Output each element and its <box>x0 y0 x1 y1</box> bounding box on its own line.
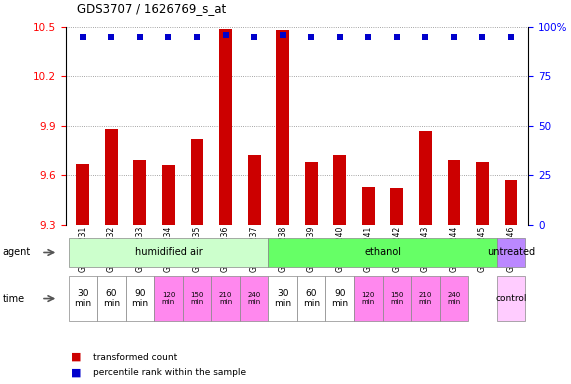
Text: humidified air: humidified air <box>135 247 202 258</box>
Point <box>421 34 430 40</box>
Text: 210
min: 210 min <box>419 292 432 305</box>
Bar <box>219 28 232 225</box>
Text: untreated: untreated <box>487 247 535 258</box>
Text: 210
min: 210 min <box>219 292 232 305</box>
Text: control: control <box>495 294 527 303</box>
Point <box>506 34 516 40</box>
Bar <box>305 162 317 225</box>
Bar <box>77 164 89 225</box>
Text: 150
min: 150 min <box>390 292 404 305</box>
Text: 120
min: 120 min <box>162 292 175 305</box>
Text: 60
min: 60 min <box>103 289 120 308</box>
Bar <box>276 30 289 225</box>
Bar <box>448 161 460 225</box>
Text: 240
min: 240 min <box>447 292 461 305</box>
Point <box>250 34 259 40</box>
Point <box>135 34 144 40</box>
Text: 90
min: 90 min <box>131 289 148 308</box>
Bar <box>419 131 432 225</box>
Text: ethanol: ethanol <box>364 247 401 258</box>
Point <box>307 34 316 40</box>
Bar <box>333 156 346 225</box>
Text: 90
min: 90 min <box>331 289 348 308</box>
Text: 30
min: 30 min <box>274 289 291 308</box>
Bar <box>248 156 260 225</box>
Point <box>364 34 373 40</box>
Text: GDS3707 / 1626769_s_at: GDS3707 / 1626769_s_at <box>77 2 226 15</box>
Text: 60
min: 60 min <box>303 289 320 308</box>
Point <box>335 34 344 40</box>
Bar <box>391 189 403 225</box>
Bar <box>191 139 203 225</box>
Text: 120
min: 120 min <box>361 292 375 305</box>
Point <box>392 34 401 40</box>
Bar <box>105 129 118 225</box>
Bar <box>476 162 489 225</box>
Point <box>221 32 230 38</box>
Text: 150
min: 150 min <box>190 292 204 305</box>
Bar <box>134 161 146 225</box>
Point <box>164 34 173 40</box>
Point <box>478 34 487 40</box>
Text: time: time <box>3 293 25 304</box>
Text: ■: ■ <box>71 352 82 362</box>
Text: 30
min: 30 min <box>74 289 91 308</box>
Point <box>192 34 202 40</box>
Text: ■: ■ <box>71 367 82 377</box>
Point <box>278 32 287 38</box>
Bar <box>505 180 517 225</box>
Text: percentile rank within the sample: percentile rank within the sample <box>93 368 246 377</box>
Text: transformed count: transformed count <box>93 353 178 362</box>
Point <box>107 34 116 40</box>
Point <box>78 34 87 40</box>
Text: 240
min: 240 min <box>247 292 261 305</box>
Bar <box>162 166 175 225</box>
Text: agent: agent <box>3 247 31 258</box>
Bar <box>362 187 375 225</box>
Point <box>449 34 459 40</box>
